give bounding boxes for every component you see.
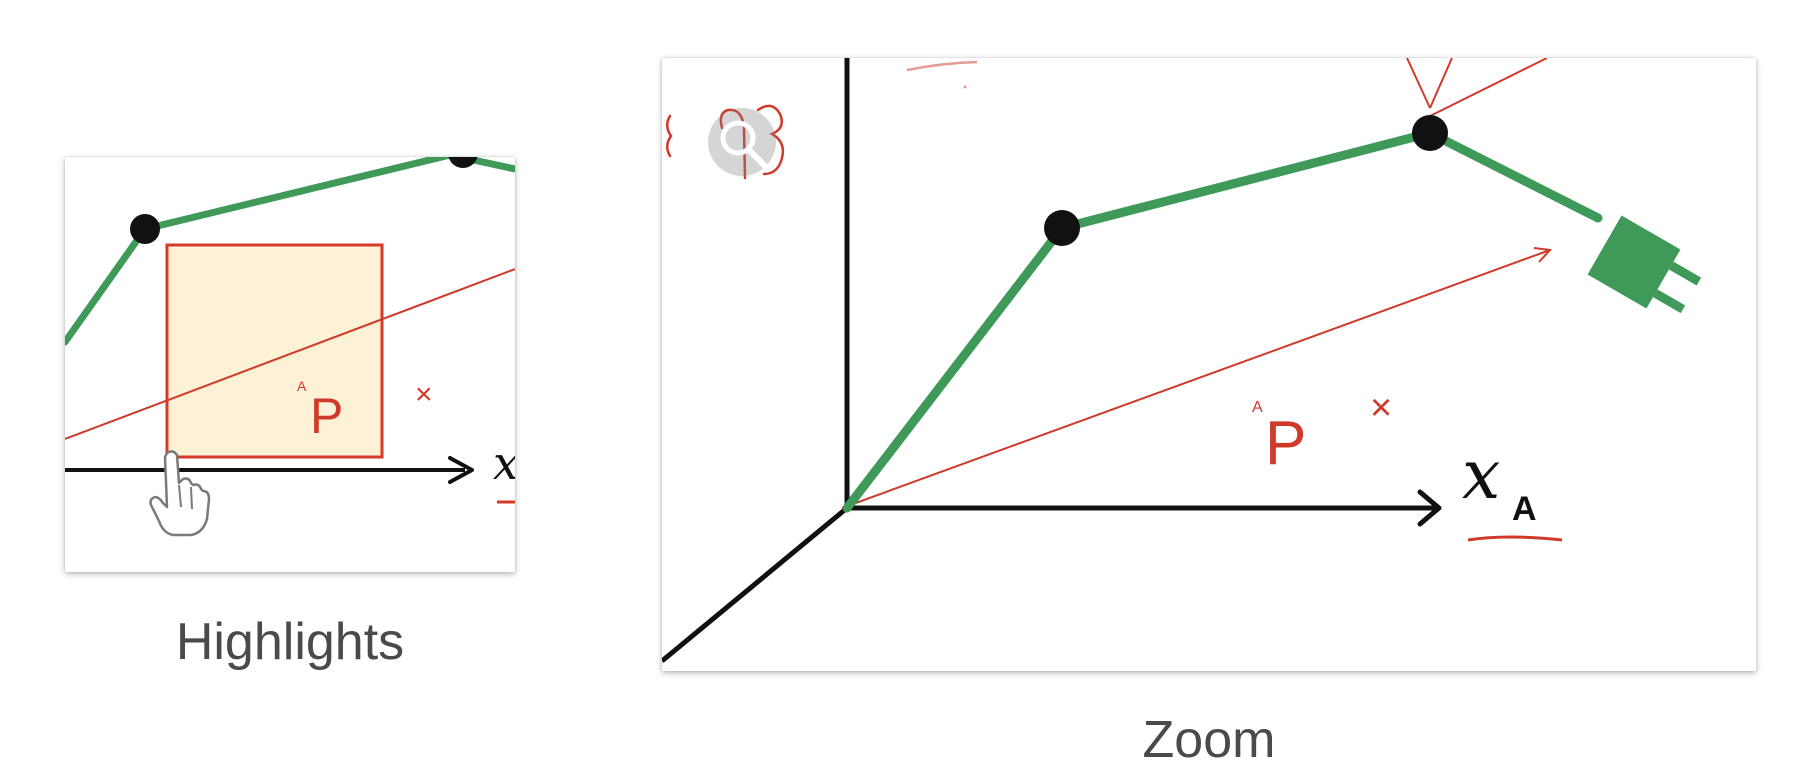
- magnifier-icon: [708, 108, 776, 176]
- point-superscript: A: [297, 378, 307, 394]
- cross-mark: ×: [1370, 387, 1392, 429]
- arm-joint: [1412, 115, 1448, 151]
- point-label: P: [310, 388, 343, 444]
- x-axis-arrowhead: [448, 456, 474, 484]
- x-axis-arrowhead: [1417, 489, 1442, 527]
- highlights-preview-sketch: x A P ×: [65, 157, 515, 537]
- vector-line: [1429, 58, 1453, 109]
- arm-joint: [130, 214, 160, 244]
- zoom-preview-sketch: A P × x A: [662, 58, 1702, 663]
- vector-line: [1406, 58, 1431, 109]
- highlights-option-card[interactable]: x A P ×: [65, 157, 515, 572]
- position-vector-arrowhead: [1533, 247, 1553, 263]
- axis-label: x: [1462, 436, 1500, 515]
- arm-joint: [448, 157, 478, 168]
- highlights-label: Highlights: [175, 613, 405, 671]
- vector-line: [65, 268, 515, 440]
- robot-arm-link: [65, 157, 515, 346]
- axis-label-underline: [1467, 535, 1563, 542]
- highlight-rectangle: [165, 243, 384, 459]
- cross-mark: ×: [415, 378, 433, 411]
- arm-joint: [1044, 210, 1080, 246]
- sketch-stroke: [906, 60, 978, 72]
- zoom-label: Zoom: [1142, 711, 1276, 769]
- sketch-dot: [963, 85, 967, 89]
- hand-pointer-icon: [149, 450, 211, 537]
- point-superscript: A: [1252, 399, 1263, 416]
- zoom-option-card[interactable]: A P × x A: [662, 58, 1756, 671]
- axis-label-partial: x: [493, 436, 515, 490]
- end-effector: [1587, 215, 1702, 314]
- position-vector: [841, 249, 1551, 509]
- z-axis: [662, 506, 849, 663]
- vector-line: [1429, 58, 1548, 117]
- axis-subscript: A: [1512, 490, 1537, 528]
- point-label: P: [1265, 409, 1306, 478]
- robot-arm-link: [842, 128, 1603, 513]
